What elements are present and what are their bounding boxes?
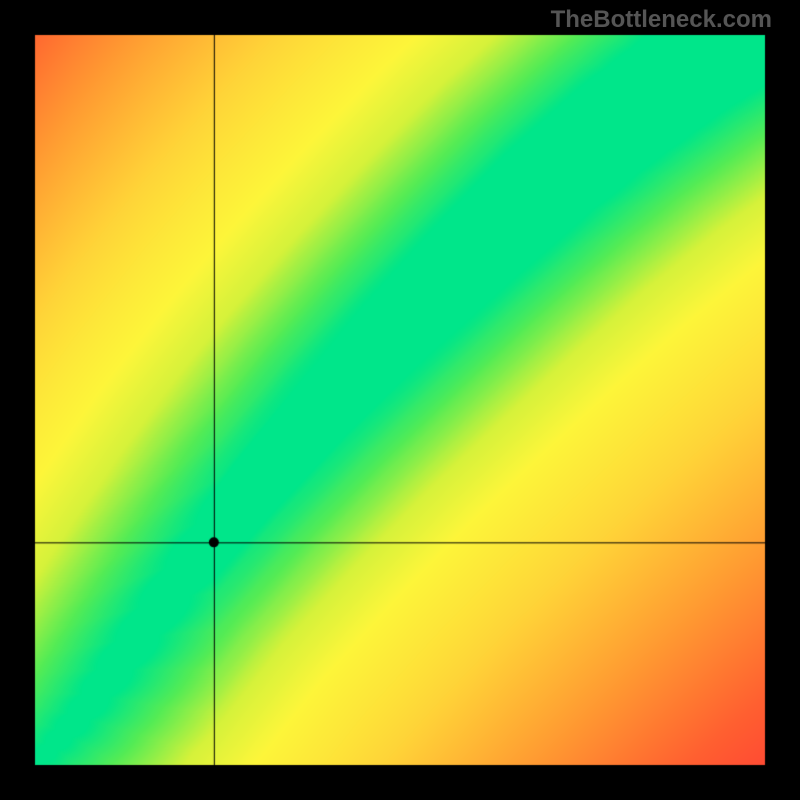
- chart-container: TheBottleneck.com: [0, 0, 800, 800]
- heatmap-chart: [0, 0, 800, 800]
- watermark: TheBottleneck.com: [551, 6, 772, 34]
